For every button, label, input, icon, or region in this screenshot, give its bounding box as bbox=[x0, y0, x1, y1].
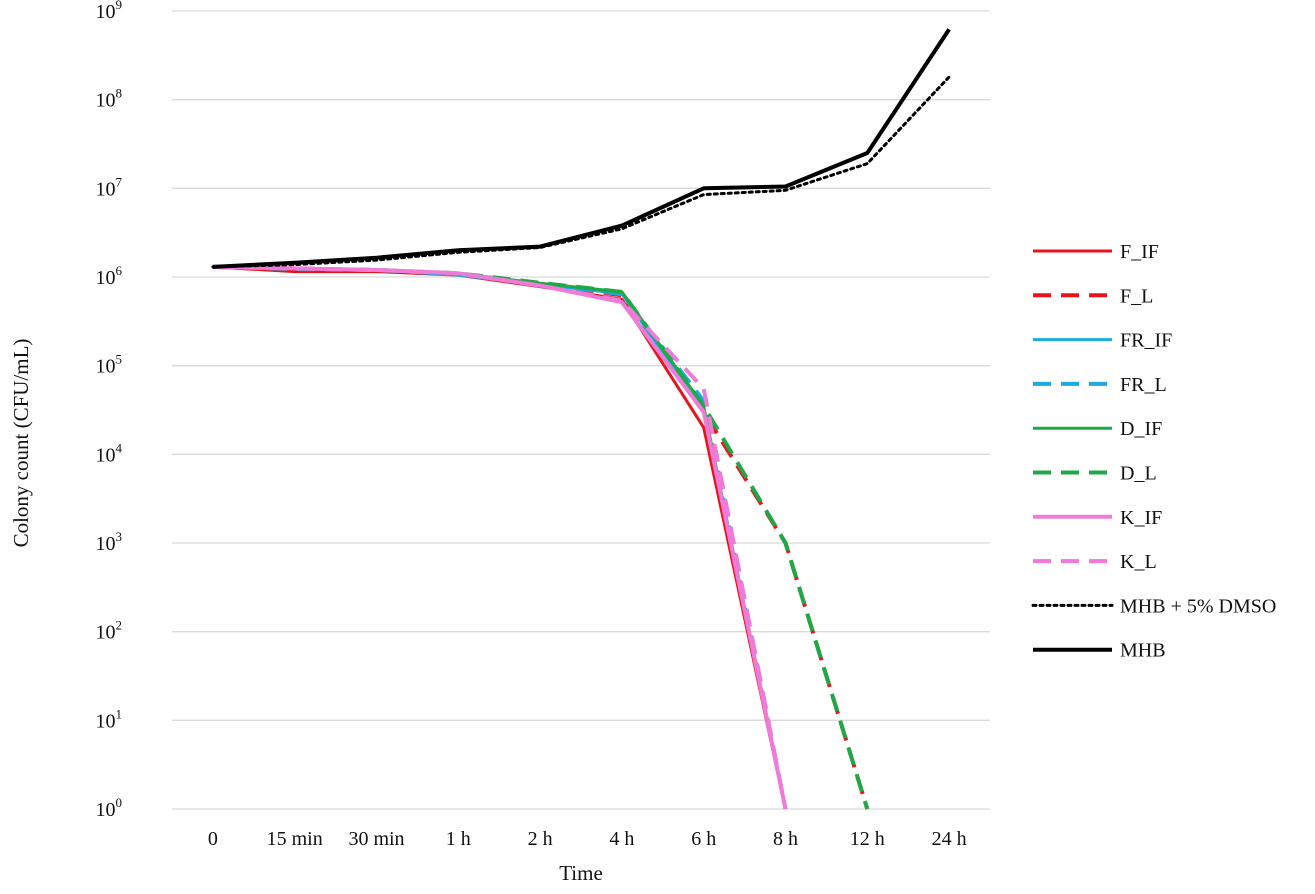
y-axis-title: Colony count (CFU/mL) bbox=[9, 339, 33, 548]
x-axis-ticks: 0 15 min 30 min 1 h 2 h 4 h 6 h 8 h 12 h 24 h bbox=[208, 828, 967, 850]
y-tick-base: 10 bbox=[96, 267, 116, 289]
x-tick-label: 4 h bbox=[609, 828, 634, 850]
y-tick-base: 10 bbox=[96, 1, 116, 23]
series-line-d-l bbox=[212, 264, 870, 810]
x-tick-label: 6 h bbox=[691, 828, 716, 850]
x-tick-label: 0 bbox=[208, 828, 218, 850]
y-tick-exponent: 7 bbox=[116, 174, 123, 189]
y-tick-label: 108 bbox=[96, 86, 123, 112]
y-tick-exponent: 4 bbox=[116, 440, 123, 455]
legend: F_IF F_L FR_IF FR_L D_IF D_L K_IF K_L MHB + 5% D… bbox=[1031, 241, 1276, 662]
series-line-d-if bbox=[212, 265, 787, 810]
legend-label: K_IF bbox=[1120, 507, 1162, 529]
legend-label: MHB bbox=[1120, 640, 1166, 662]
legend-label: K_L bbox=[1120, 551, 1157, 573]
series-line-fr-if bbox=[212, 265, 787, 810]
legend-label: D_L bbox=[1120, 463, 1157, 485]
legend-label: F_IF bbox=[1120, 241, 1159, 263]
legend-label: D_IF bbox=[1120, 418, 1162, 440]
y-tick-base: 10 bbox=[96, 710, 116, 732]
x-tick-label: 30 min bbox=[348, 828, 404, 850]
series-line-fr-l bbox=[212, 264, 788, 810]
series-line-mhb-5-dmso bbox=[211, 75, 951, 269]
y-tick-label: 101 bbox=[96, 706, 123, 732]
legend-label: MHB + 5% DMSO bbox=[1120, 595, 1276, 617]
legend-label: F_L bbox=[1120, 285, 1153, 307]
y-tick-label: 103 bbox=[96, 529, 123, 555]
series-lines bbox=[211, 28, 951, 810]
y-tick-exponent: 3 bbox=[116, 529, 123, 544]
y-tick-label: 102 bbox=[96, 618, 123, 644]
series-line-f-if bbox=[212, 265, 787, 810]
y-tick-exponent: 9 bbox=[116, 0, 123, 12]
legend-label: FR_IF bbox=[1120, 330, 1172, 352]
y-tick-exponent: 0 bbox=[116, 795, 123, 810]
y-tick-base: 10 bbox=[96, 90, 116, 112]
x-tick-label: 24 h bbox=[932, 828, 967, 850]
y-tick-exponent: 1 bbox=[116, 706, 123, 721]
x-tick-label: 12 h bbox=[850, 828, 885, 850]
y-tick-base: 10 bbox=[96, 533, 116, 555]
y-tick-label: 104 bbox=[96, 440, 123, 466]
y-tick-exponent: 6 bbox=[116, 263, 123, 278]
y-tick-base: 10 bbox=[96, 444, 116, 466]
legend-label: FR_L bbox=[1120, 374, 1167, 396]
series-line-k-l bbox=[212, 264, 788, 810]
y-tick-base: 10 bbox=[96, 799, 116, 821]
y-tick-label: 106 bbox=[96, 263, 123, 289]
y-tick-label: 100 bbox=[96, 795, 123, 821]
y-tick-label: 109 bbox=[96, 0, 123, 23]
x-tick-label: 2 h bbox=[528, 828, 553, 850]
series-line-mhb bbox=[212, 28, 951, 269]
series-line-k-if bbox=[212, 264, 788, 810]
x-tick-label: 8 h bbox=[773, 828, 798, 850]
grid bbox=[172, 10, 990, 810]
x-axis-title: Time bbox=[559, 861, 603, 885]
x-tick-label: 1 h bbox=[446, 828, 471, 850]
y-tick-base: 10 bbox=[96, 622, 116, 644]
y-tick-label: 107 bbox=[96, 174, 123, 200]
y-tick-exponent: 5 bbox=[116, 352, 123, 367]
x-tick-label: 15 min bbox=[267, 828, 323, 850]
y-tick-exponent: 8 bbox=[116, 86, 123, 101]
y-tick-label: 105 bbox=[96, 352, 123, 378]
y-tick-base: 10 bbox=[96, 356, 116, 378]
y-tick-exponent: 2 bbox=[116, 618, 123, 633]
y-tick-base: 10 bbox=[96, 178, 116, 200]
